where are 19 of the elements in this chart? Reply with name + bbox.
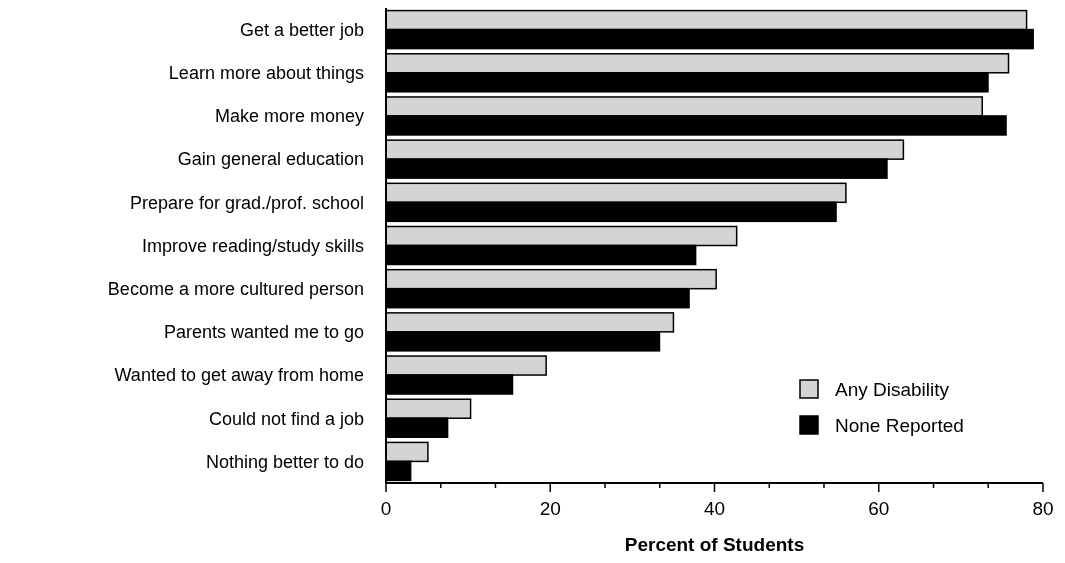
y-tick-label: Could not find a job [208,408,364,429]
y-tick-label: Nothing better to do [205,451,364,472]
y-tick-label: Parents wanted me to go [163,322,364,343]
x-tick-label: 60 [868,498,890,519]
x-tick-label: 40 [703,498,726,519]
y-tick-label: Prepare for grad./prof. school [129,192,364,213]
y-tick-label: Learn more about things [168,63,364,84]
x-tick-label: 0 [380,498,392,519]
y-tick-label: Make more money [214,106,364,127]
x-tick-label: 20 [539,498,561,519]
y-tick-label: Improve reading/study skills [141,235,364,256]
legend-label: Any Disability [835,378,950,400]
x-tick-label: 80 [1032,498,1054,519]
y-tick-label: Become a more cultured person [107,278,364,299]
y-tick-label: Gain general education [177,149,364,170]
y-tick-label: Get a better job [239,19,364,40]
y-tick-label: Wanted to get away from home [114,365,364,386]
x-axis-title: Percent of Students [624,534,805,555]
legend-label: None Reported [835,414,964,436]
